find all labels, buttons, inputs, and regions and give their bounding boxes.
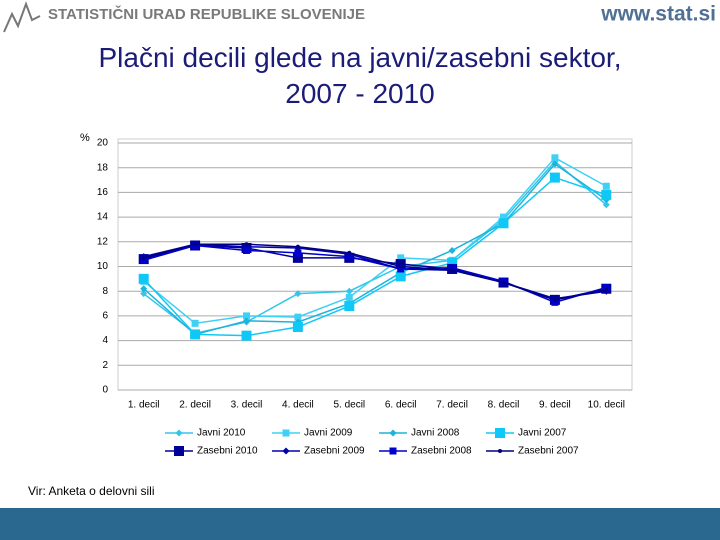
point (447, 257, 458, 268)
point (395, 271, 406, 282)
point (549, 172, 560, 183)
point (448, 246, 456, 254)
y-tick-label: 16 (97, 187, 109, 198)
point (193, 242, 198, 247)
point (140, 285, 148, 293)
point (551, 160, 559, 168)
legend-label: Zasebni 2010 (197, 446, 258, 457)
point (292, 322, 303, 333)
point (604, 287, 609, 292)
legend-label: Javni 2008 (411, 428, 460, 439)
point (395, 259, 406, 270)
point (397, 254, 405, 262)
point (191, 319, 199, 327)
legend-marker (282, 429, 290, 437)
x-tick-label: 1. decil (128, 400, 160, 411)
y-tick-label: 4 (102, 335, 108, 346)
legend-label: Zasebni 2009 (304, 446, 365, 457)
legend-marker (389, 429, 397, 437)
legend-label: Javni 2010 (197, 428, 246, 439)
point (498, 218, 509, 229)
chart-title: Plačni decili glede na javni/zasebni sek… (98, 42, 622, 109)
logo (3, 1, 41, 33)
point (344, 301, 355, 312)
point (244, 242, 249, 247)
y-tick-label: 20 (97, 138, 109, 149)
y-tick-label: 14 (97, 212, 109, 223)
y-tick-label: 6 (102, 311, 108, 322)
point (551, 298, 559, 306)
point (601, 189, 612, 200)
website: www.stat.si (600, 3, 716, 26)
series-line (143, 156, 607, 325)
legend-label: Javni 2009 (304, 428, 353, 439)
point (190, 329, 201, 340)
point (241, 330, 252, 341)
series-line (143, 176, 607, 337)
legend-marker (174, 446, 184, 456)
point (448, 264, 456, 272)
point (295, 244, 300, 249)
point (141, 255, 146, 260)
point (243, 312, 250, 320)
legend-marker (498, 449, 502, 453)
y-tick-label: 12 (97, 236, 109, 247)
y-tick-label: 10 (97, 261, 109, 272)
x-tick-label: 4. decil (282, 400, 314, 411)
point (243, 246, 250, 254)
point (294, 290, 302, 298)
footer-bar (0, 508, 720, 540)
legend-marker (389, 447, 397, 455)
legend-marker (175, 429, 183, 437)
point (552, 297, 557, 302)
x-tick-label: 6. decil (385, 400, 417, 411)
point (243, 317, 250, 325)
point (347, 250, 352, 255)
legend-marker (282, 447, 290, 455)
point (345, 253, 353, 261)
y-tick-label: 0 (102, 385, 108, 396)
point (602, 283, 610, 291)
point (397, 265, 405, 273)
x-tick-label: 3. decil (231, 400, 263, 411)
y-axis-label: % (80, 132, 90, 144)
source: Vir: Anketa o delovni sili (28, 484, 155, 498)
x-tick-label: 5. decil (333, 400, 365, 411)
organization: STATISTIČNI URAD REPUBLIKE SLOVENIJE (48, 5, 365, 23)
x-tick-label: 9. decil (539, 400, 571, 411)
point (602, 182, 610, 190)
series-line (143, 162, 607, 336)
point (398, 264, 403, 269)
y-tick-label: 18 (97, 162, 109, 173)
x-tick-label: 10. decil (588, 400, 625, 411)
legend-label: Zasebni 2007 (518, 446, 579, 457)
x-tick-label: 7. decil (436, 400, 468, 411)
x-tick-label: 8. decil (488, 400, 520, 411)
point (500, 213, 507, 221)
point (294, 249, 302, 257)
point (551, 154, 559, 162)
legend-marker (495, 428, 505, 438)
legend-label: Javni 2007 (518, 428, 567, 439)
point (450, 268, 455, 273)
series-line (143, 243, 607, 301)
point (292, 252, 303, 263)
point (345, 287, 353, 295)
point (140, 256, 148, 264)
point (138, 273, 149, 284)
point (140, 290, 148, 298)
point (501, 280, 506, 285)
y-tick-label: 2 (102, 360, 108, 371)
x-tick-label: 2. decil (179, 400, 211, 411)
point (345, 293, 353, 301)
legend-label: Zasebni 2008 (411, 446, 472, 457)
y-tick-label: 8 (102, 286, 108, 297)
point (294, 313, 302, 321)
point (602, 201, 610, 209)
